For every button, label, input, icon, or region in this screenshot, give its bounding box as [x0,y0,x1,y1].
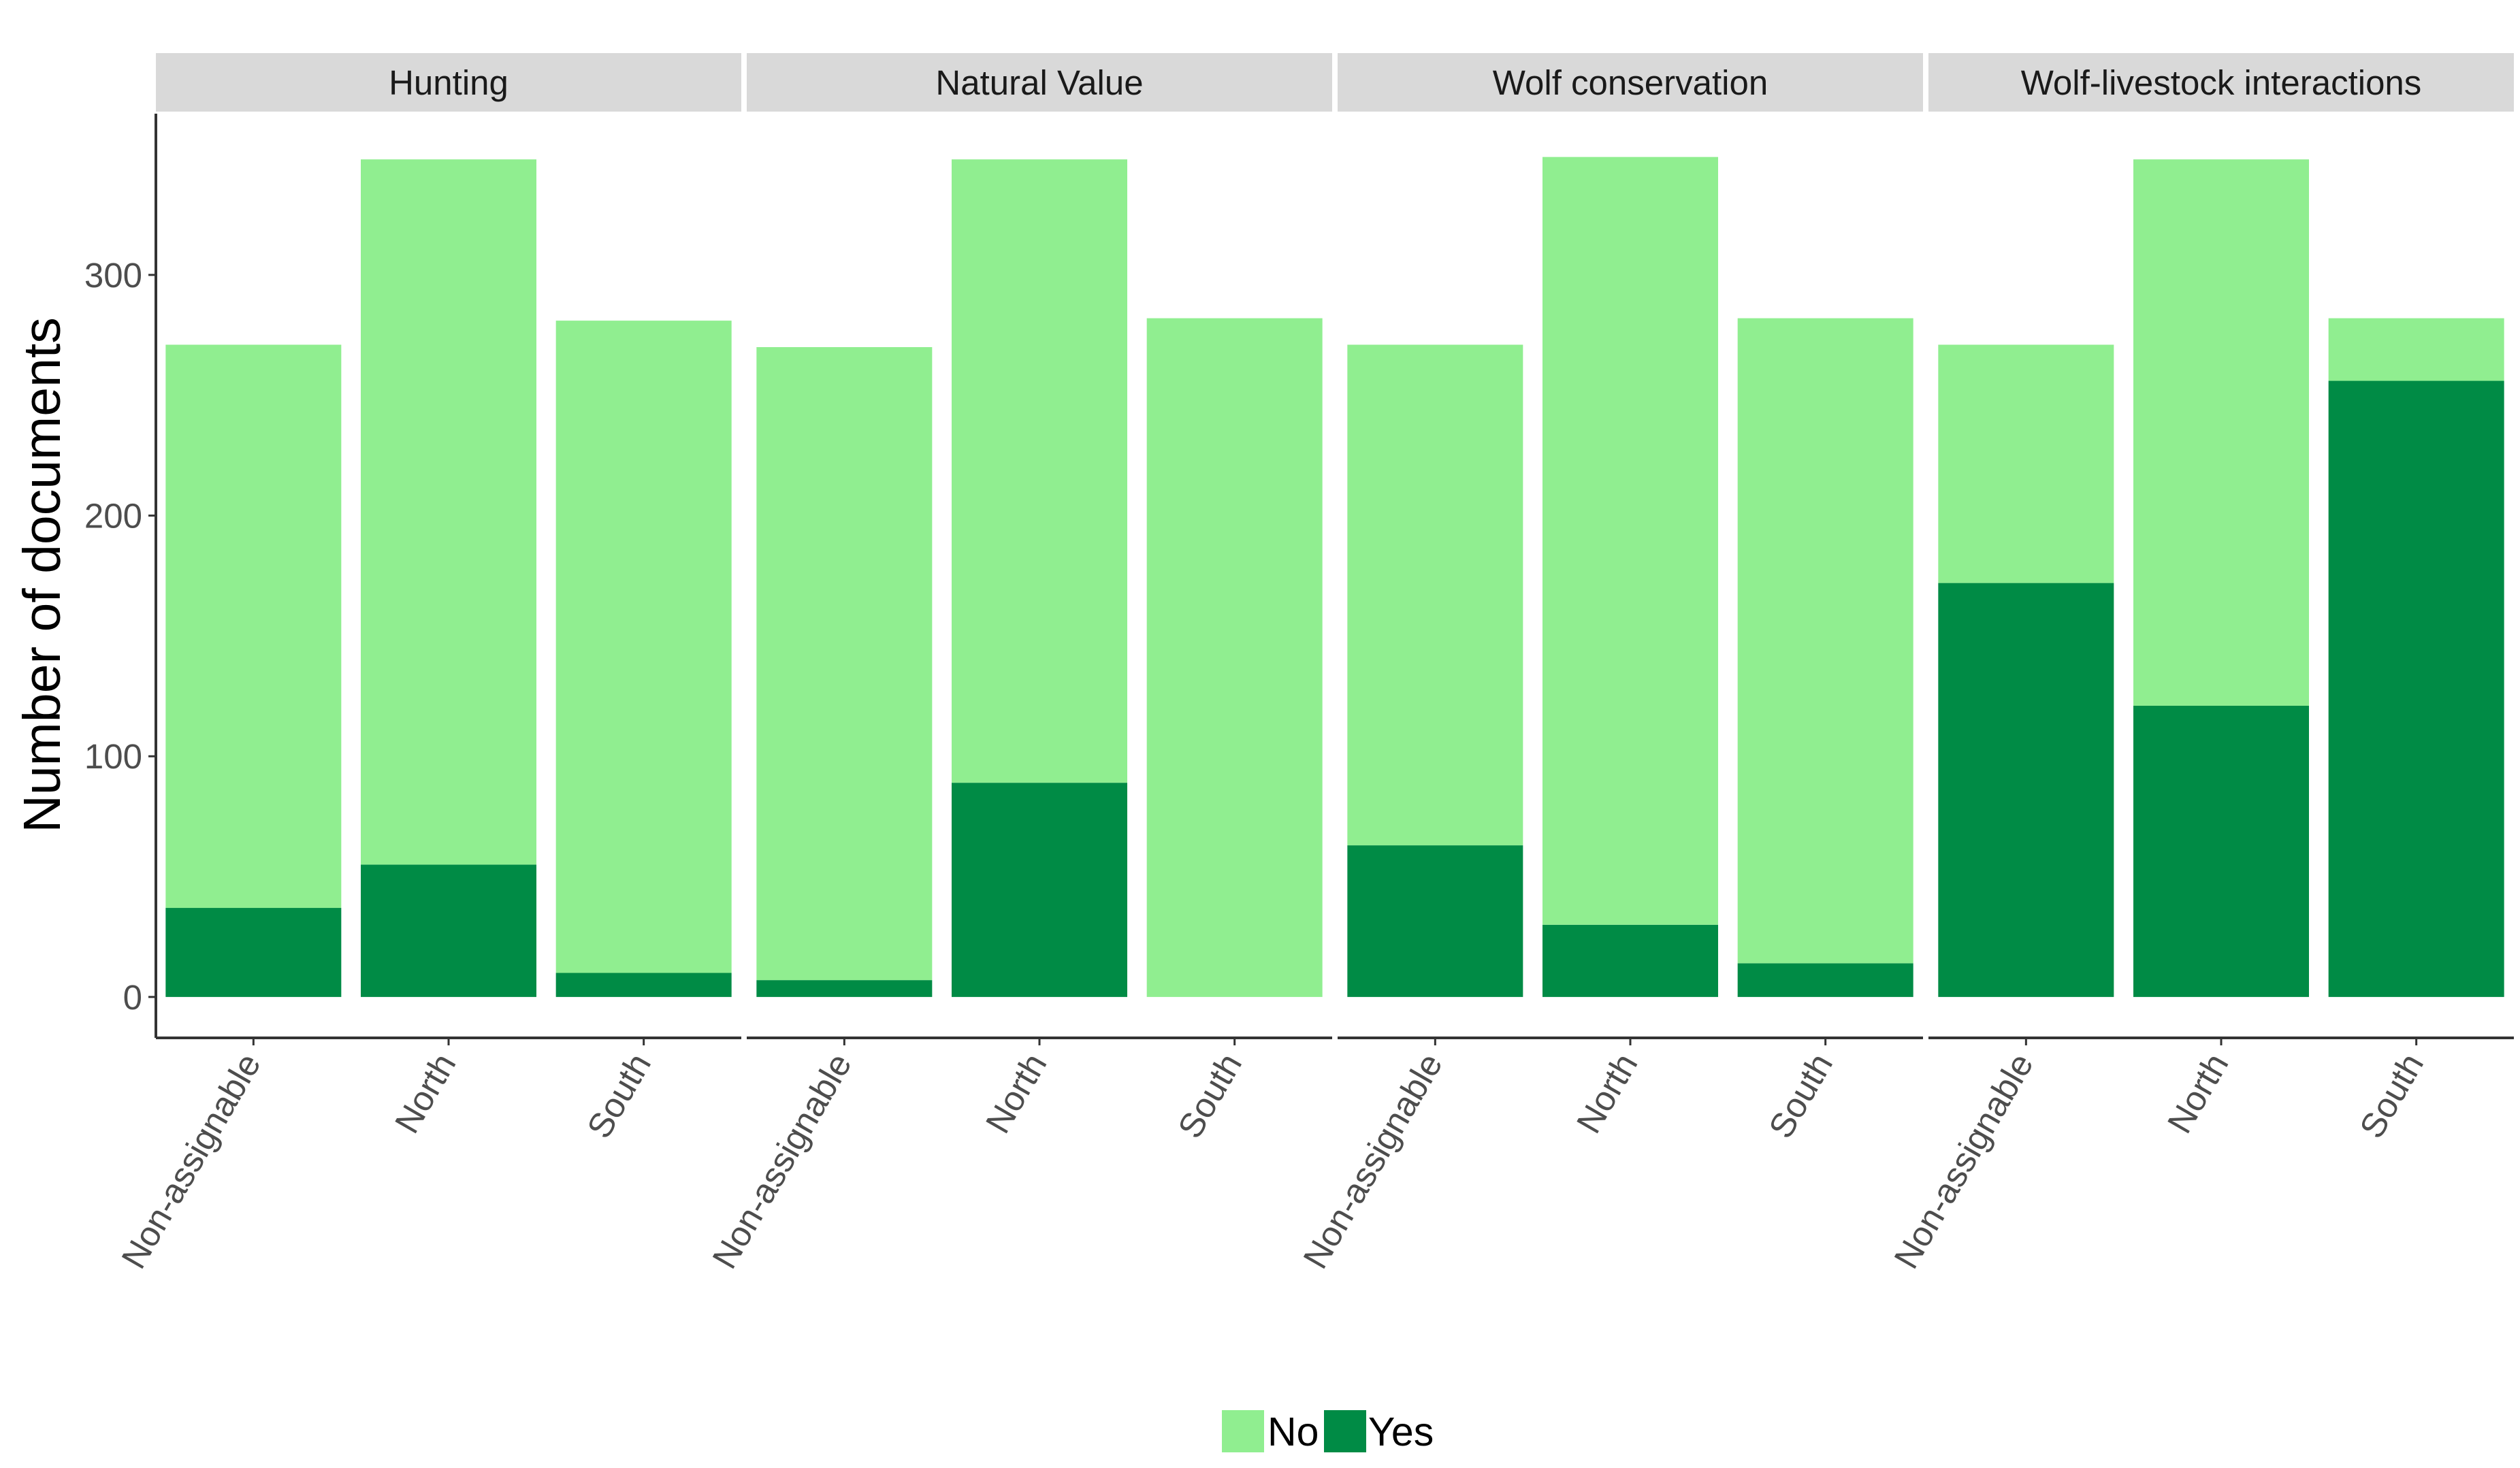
bar-no-south [1737,318,1913,964]
y-axis-title: Number of documents [13,317,71,833]
facet-title: Natural Value [935,63,1143,102]
facet-strip [1338,53,1923,112]
legend-key-yes [1324,1410,1366,1452]
y-tick-label: 0 [123,978,142,1017]
facet-title: Wolf-livestock interactions [2021,63,2422,102]
bar-yes-south [555,973,732,997]
bar-yes-south [2328,380,2504,997]
y-tick-label: 100 [84,737,142,776]
y-axis: 0 100 200 300 [84,114,157,1038]
bar-no-non-assignable [1938,344,2114,583]
bar-yes-north [361,864,536,997]
bar-no-south [2328,318,2504,381]
bar-no-south [1146,318,1323,997]
legend-key-no [1222,1410,1264,1452]
bar-yes-non-assignable [165,908,342,997]
facet-title: Wolf conservation [1493,63,1768,102]
bar-no-north [2133,159,2309,706]
legend-label-no: No [1267,1409,1319,1454]
bar-yes-non-assignable [1347,845,1523,997]
bar-yes-south [1737,963,1913,997]
bar-no-north [361,159,536,865]
bar-no-north [952,159,1127,783]
facet-title: Hunting [389,63,508,102]
bar-no-non-assignable [165,344,342,909]
bar-no-non-assignable [756,347,933,981]
bar-yes-north [1542,924,1718,997]
bar-yes-non-assignable [756,980,933,997]
bar-yes-north [952,783,1127,997]
legend: No Yes [1222,1409,1434,1454]
facet-wolf-livestock-interactions: Wolf-livestock interactionsNon-assignabl… [1886,53,2514,1275]
facet-strip [1928,53,2514,112]
bar-yes-north [2133,705,2309,997]
y-tick-label: 300 [84,256,142,295]
legend-label-yes: Yes [1368,1409,1434,1454]
y-tick-label: 200 [84,497,142,536]
bar-no-south [555,321,732,973]
facet-strip [156,53,741,112]
bar-no-non-assignable [1347,344,1523,846]
bar-no-north [1542,157,1718,925]
bar-yes-non-assignable [1938,583,2114,997]
facet-strip [747,53,1332,112]
